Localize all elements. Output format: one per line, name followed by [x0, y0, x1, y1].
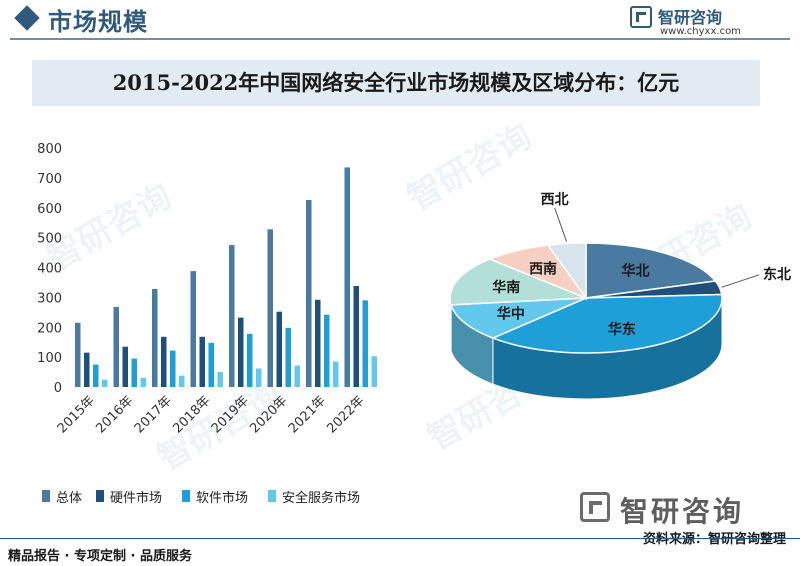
bar-software	[247, 333, 253, 387]
y-tick-label: 600	[37, 202, 62, 217]
legend-label: 软件市场	[196, 490, 249, 506]
bar-hardware	[122, 346, 128, 387]
y-tick-label: 800	[37, 142, 62, 157]
legend-item-software: 软件市场	[182, 486, 248, 506]
y-tick-label: 0	[54, 381, 62, 396]
bar-service	[140, 378, 146, 387]
bar-hardware	[315, 299, 321, 387]
bar-hardware	[161, 336, 167, 387]
bar-software	[208, 342, 214, 387]
pie-slice	[449, 258, 587, 306]
bar-hardware	[276, 311, 282, 387]
legend-swatch	[42, 490, 50, 502]
x-tick-label: 2019年	[209, 393, 252, 436]
bar-software	[324, 314, 330, 387]
legend-swatch	[96, 490, 104, 502]
page-header: 市场规模 智研咨询 www.chyxx.com	[0, 0, 800, 48]
bar-total	[344, 167, 350, 387]
bar-total	[306, 199, 312, 387]
y-tick-label: 100	[37, 351, 62, 366]
pie-leader-line	[721, 274, 760, 288]
legend-swatch	[268, 490, 276, 502]
bar-service	[256, 368, 262, 387]
y-tick-label: 300	[37, 291, 62, 306]
bar-service	[371, 356, 377, 387]
bar-hardware	[238, 317, 244, 387]
bar-chart-legend: 总体 硬件市场 软件市场 安全服务市场	[42, 486, 442, 506]
watermark-logo: 智研咨询	[580, 490, 780, 530]
x-tick-label: 2016年	[93, 393, 136, 436]
legend-item-service: 安全服务市场	[268, 486, 360, 506]
pie-slice-label: 华北	[622, 262, 650, 279]
logo-mark-icon	[580, 492, 610, 522]
x-tick-label: 2022年	[324, 393, 367, 436]
y-tick-label: 700	[37, 172, 62, 187]
pie-slice-label: 华东	[608, 321, 636, 338]
bar-software	[285, 327, 291, 387]
bar-software	[170, 350, 176, 387]
brand-logo[interactable]: 智研咨询 www.chyxx.com	[630, 4, 780, 40]
bar-total	[190, 271, 196, 387]
legend-swatch	[182, 490, 190, 502]
legend-label: 硬件市场	[110, 490, 163, 506]
bar-total	[152, 289, 158, 387]
y-tick-label: 200	[37, 321, 62, 336]
bar-hardware	[353, 286, 359, 387]
x-tick-label: 2021年	[286, 393, 329, 436]
watermark-logo-text: 智研咨询	[620, 495, 745, 528]
bar-service	[294, 365, 300, 387]
bar-service	[179, 375, 185, 387]
bar-chart: 0 100 200 300 400 500 600 700 800 2015年2016年2017年…	[37, 142, 377, 436]
bar-total	[113, 306, 119, 387]
chart-title: 2015-2022年中国网络安全行业市场规模及区域分布：亿元	[112, 70, 680, 95]
data-source: 资料来源：智研咨询整理	[642, 532, 786, 547]
bar-software	[131, 358, 137, 387]
logo-url[interactable]: www.chyxx.com	[660, 26, 741, 37]
x-tick-label: 2015年	[55, 393, 98, 436]
bar-total	[75, 322, 81, 387]
header-divider	[10, 38, 790, 40]
bar-total	[229, 245, 235, 387]
legend-item-total: 总体	[42, 486, 82, 506]
pie-slice-label: 华中	[497, 305, 525, 322]
logo-name: 智研咨询	[658, 8, 723, 27]
bar-hardware	[199, 336, 205, 387]
bar-hardware	[84, 352, 90, 387]
legend-label: 安全服务市场	[282, 490, 361, 506]
pie-slice	[490, 293, 723, 354]
bar-total	[267, 229, 273, 387]
section-title: 市场规模	[48, 8, 148, 36]
bar-software	[362, 300, 368, 387]
page-footer: 精品报告 · 专项定制 · 品质服务	[0, 538, 800, 566]
y-tick-label: 500	[37, 232, 62, 247]
bar-service	[102, 379, 108, 387]
bar-software	[93, 364, 99, 387]
logo-mark-icon	[630, 6, 652, 28]
pie-slice-label: 华南	[492, 279, 520, 296]
x-tick-label: 2018年	[170, 393, 213, 436]
chart-title-banner: 2015-2022年中国网络安全行业市场规模及区域分布：亿元	[32, 60, 760, 106]
bar-service	[333, 361, 339, 387]
x-tick-label: 2020年	[247, 393, 290, 436]
pie-slice-label: 东北	[763, 266, 791, 283]
pie-leader-line	[554, 207, 568, 242]
x-tick-label: 2017年	[132, 393, 175, 436]
pie-slice	[585, 242, 717, 299]
footer-divider	[0, 538, 800, 539]
bar-service	[217, 372, 223, 387]
pie-slice	[546, 242, 587, 301]
legend-label: 总体	[56, 490, 83, 506]
pie-slice-label: 西北	[541, 192, 569, 208]
pie-slice-label: 西南	[529, 261, 557, 278]
legend-item-hardware: 硬件市场	[96, 486, 162, 506]
y-tick-label: 400	[37, 262, 62, 277]
footer-slogan: 精品报告 · 专项定制 · 品质服务	[8, 549, 192, 564]
pie-slice	[450, 297, 587, 339]
